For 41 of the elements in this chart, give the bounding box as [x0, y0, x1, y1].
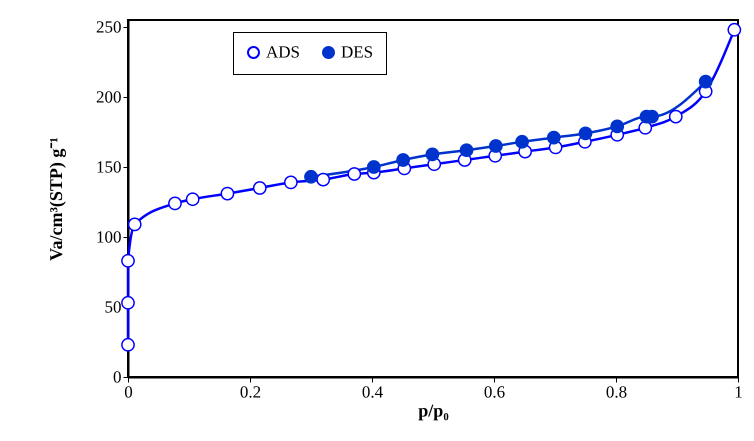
point — [727, 22, 742, 37]
x-tick-label: 0.4 — [362, 382, 384, 402]
y-tick-label: 250 — [96, 18, 122, 36]
point — [668, 110, 683, 124]
point — [121, 338, 135, 352]
point — [610, 120, 624, 134]
y-tick-label: 50 — [104, 298, 122, 316]
point — [638, 120, 652, 135]
point — [128, 218, 142, 232]
point — [347, 167, 362, 181]
point — [304, 170, 318, 184]
point — [121, 254, 135, 268]
point — [396, 153, 410, 167]
point — [546, 130, 561, 144]
point — [121, 296, 135, 310]
y-tick-label: 150 — [96, 158, 122, 176]
point — [186, 192, 200, 206]
y-axis-title: Va/cm³(STP) g⁻¹ — [46, 137, 66, 261]
legend-label: DES — [341, 42, 374, 62]
x-tick-label: 0.6 — [484, 382, 506, 402]
point — [252, 181, 267, 195]
y-tick-label: 200 — [96, 88, 122, 106]
point — [460, 143, 474, 158]
point — [426, 148, 440, 162]
y-tick-label: 0 — [113, 368, 122, 386]
point — [488, 139, 503, 153]
y-tick-label: 100 — [96, 228, 122, 246]
point — [316, 172, 330, 186]
x-axis-title: p/p₀ — [418, 400, 449, 420]
point — [220, 186, 234, 200]
point — [698, 74, 713, 88]
point — [284, 176, 298, 190]
point — [515, 134, 529, 149]
x-tick-label: 0.2 — [240, 382, 262, 402]
point — [366, 160, 381, 174]
point — [168, 196, 182, 210]
x-tick-label: 1 — [734, 382, 743, 402]
x-tick-label: 0 — [124, 382, 133, 402]
point — [578, 126, 592, 140]
x-tick-label: 0.8 — [606, 382, 628, 402]
legend-label: ADS — [266, 42, 300, 62]
